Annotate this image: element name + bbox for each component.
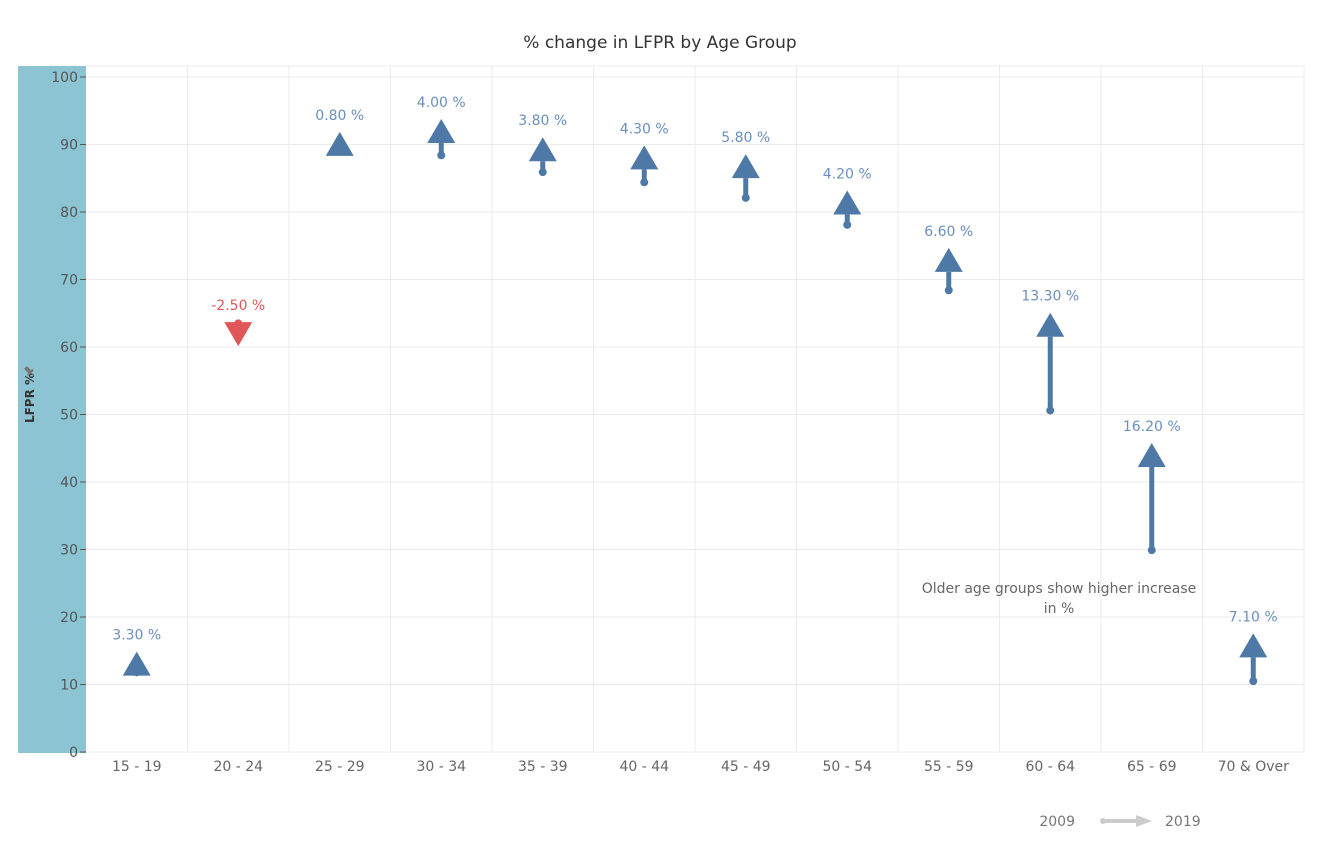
y-tick-label: 10 <box>60 678 78 694</box>
arrow-55-59 <box>934 247 963 295</box>
x-category-label: 40 - 44 <box>619 759 669 775</box>
x-category-label: 65 - 69 <box>1127 759 1177 775</box>
pin-icon <box>24 366 35 377</box>
arrow-50-54 <box>833 190 862 229</box>
x-category-label: 55 - 59 <box>924 759 974 775</box>
arrow-head <box>1239 633 1268 658</box>
arrow-65-69 <box>1137 443 1166 555</box>
arrow-head <box>630 145 659 170</box>
legend-arrow-head <box>1136 815 1152 827</box>
legend-to-year: 2019 <box>1165 814 1201 830</box>
y-tick-label: 40 <box>60 475 78 491</box>
arrow-25-29 <box>325 131 354 156</box>
x-category-label: 25 - 29 <box>315 759 365 775</box>
arrow-45-49 <box>731 154 760 202</box>
pct-change-label: -2.50 % <box>211 298 265 314</box>
arrow-head <box>833 190 862 215</box>
arrow-head <box>1036 312 1065 337</box>
y-tick-label: 70 <box>60 273 78 289</box>
x-category-label: 30 - 34 <box>416 759 466 775</box>
arrow-head <box>934 247 963 272</box>
pct-change-label: 5.80 % <box>721 130 770 146</box>
arrow-40-44 <box>630 145 659 187</box>
pct-change-label: 6.60 % <box>924 224 973 240</box>
arrow-70-over <box>1239 633 1268 686</box>
arrow-head <box>224 322 253 347</box>
annotation-line-2: in % <box>1044 601 1075 617</box>
arrow-35-39 <box>528 137 557 177</box>
pct-change-label: 4.30 % <box>620 121 669 137</box>
pct-change-label: 4.20 % <box>823 167 872 183</box>
arrow-15-19 <box>122 651 151 677</box>
arrow-60-64 <box>1036 312 1065 415</box>
x-category-label: 45 - 49 <box>721 759 771 775</box>
x-category-label: 70 & Over <box>1218 759 1290 775</box>
y-tick-label: 50 <box>60 408 78 424</box>
legend: 2009 2019 <box>1039 814 1200 830</box>
arrow-head <box>122 651 151 676</box>
arrow-head <box>1137 443 1166 467</box>
y-tick-label: 90 <box>60 138 78 154</box>
pct-change-label: 3.80 % <box>518 113 567 129</box>
annotation-line-1: Older age groups show higher increase <box>922 581 1197 597</box>
pct-change-label: 7.10 % <box>1229 609 1278 625</box>
arrow-20-24 <box>224 319 253 347</box>
y-tick-label: 20 <box>60 610 78 626</box>
pct-change-label: 4.00 % <box>417 95 466 111</box>
x-category-label: 15 - 19 <box>112 759 162 775</box>
y-axis-label: LFPR % <box>23 373 37 423</box>
pct-change-label: 3.30 % <box>112 628 161 644</box>
arrow-head <box>731 154 760 179</box>
chart-title: % change in LFPR by Age Group <box>523 33 796 53</box>
y-tick-label: 80 <box>60 205 78 221</box>
x-category-label: 60 - 64 <box>1025 759 1075 775</box>
pct-change-label: 13.30 % <box>1021 289 1079 305</box>
x-category-label: 50 - 54 <box>822 759 872 775</box>
arrow-head <box>427 119 456 143</box>
y-axis-band <box>18 66 86 753</box>
pct-change-label: 0.80 % <box>315 108 364 124</box>
arrow-head <box>528 137 557 162</box>
x-category-label: 20 - 24 <box>213 759 263 775</box>
pct-change-label: 16.20 % <box>1123 419 1181 435</box>
y-tick-label: 60 <box>60 340 78 356</box>
arrow-30-34 <box>427 119 456 160</box>
y-tick-label: 0 <box>69 745 78 761</box>
x-category-label: 35 - 39 <box>518 759 568 775</box>
y-tick-label: 30 <box>60 543 78 559</box>
legend-from-year: 2009 <box>1039 814 1075 830</box>
arrow-head <box>325 131 354 156</box>
y-tick-label: 100 <box>51 70 78 86</box>
